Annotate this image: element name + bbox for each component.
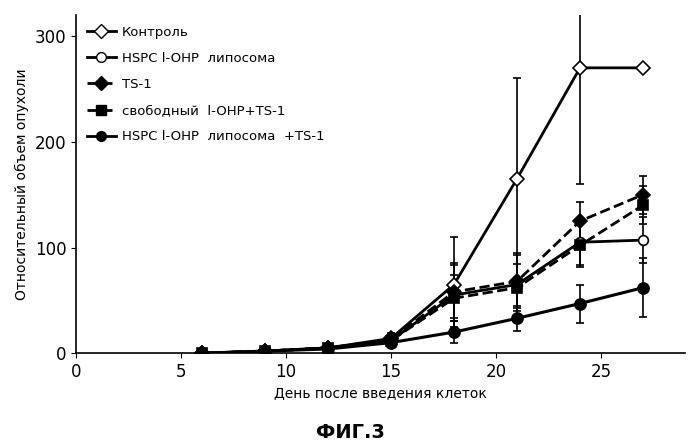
Text: ФИГ.3: ФИГ.3 (316, 423, 384, 442)
X-axis label: День после введения клеток: День после введения клеток (274, 386, 487, 400)
Legend: Контроль, HSPC l-OHP  липосома, TS-1, свободный  l-OHP+TS-1, HSPC l-OHP  липосом: Контроль, HSPC l-OHP липосома, TS-1, сво… (83, 22, 329, 147)
Y-axis label: Относительный объем опухоли: Относительный объем опухоли (15, 68, 29, 300)
